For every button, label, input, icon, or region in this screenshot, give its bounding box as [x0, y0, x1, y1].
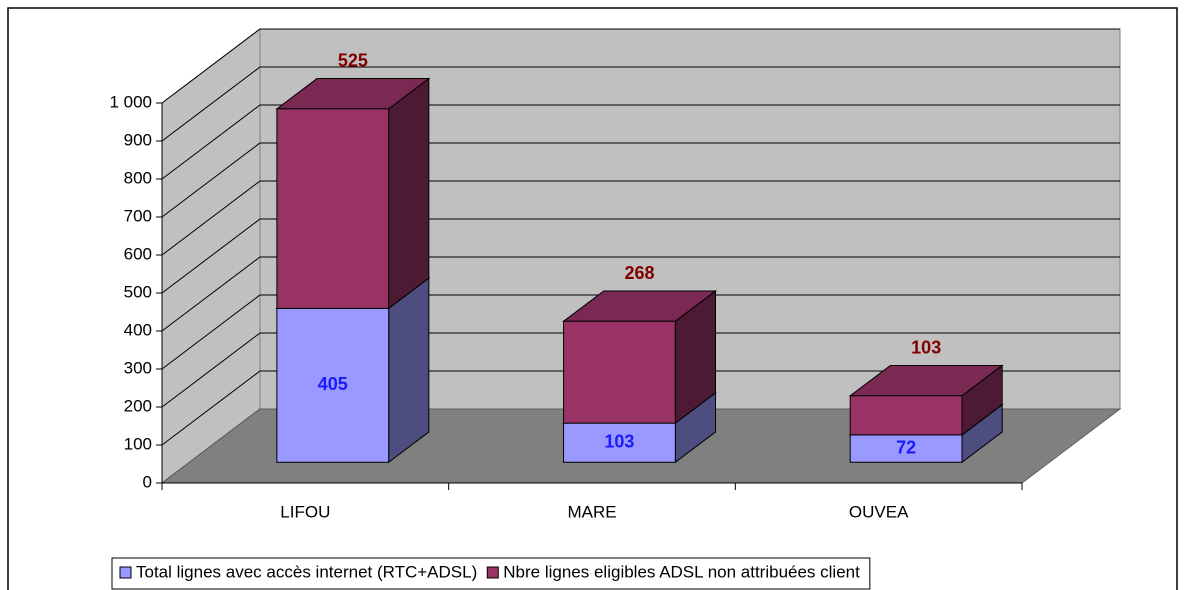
value-label: 103: [911, 337, 941, 357]
y-tick-label: 300: [124, 358, 152, 377]
x-tick-label: LIFOU: [280, 502, 330, 521]
y-tick-label: 400: [124, 320, 152, 339]
grid-line: [161, 104, 1120, 180]
value-label: 405: [318, 374, 348, 394]
x-tick-label: OUVEA: [849, 502, 909, 521]
legend-swatch: [486, 566, 499, 579]
bar: [849, 395, 963, 436]
y-tick-label: 1 000: [109, 92, 152, 111]
grid-line: [161, 370, 1120, 446]
chart-border: [7, 7, 1178, 590]
legend-label: Nbre lignes eligibles ADSL non attribuée…: [503, 562, 860, 581]
value-label: 72: [896, 437, 916, 457]
legend-label: Total lignes avec accès internet (RTC+AD…: [136, 562, 477, 581]
y-tick-label: 200: [124, 396, 152, 415]
grid-line: [161, 66, 1120, 142]
y-tick-label: 900: [124, 130, 152, 149]
grid-line: [161, 180, 1120, 256]
grid-line: [161, 294, 1120, 370]
x-tick-label: MARE: [567, 502, 616, 521]
bar-segment: [562, 289, 718, 425]
y-tick-label: 0: [143, 472, 152, 491]
bar-side: [388, 277, 430, 464]
grid-line: [161, 256, 1120, 332]
value-label: 268: [625, 263, 655, 283]
bar-segment: [275, 77, 431, 310]
y-tick-label: 800: [124, 168, 152, 187]
grid-line: [161, 332, 1120, 408]
grid-line: [161, 142, 1120, 218]
y-tick-label: 600: [124, 244, 152, 263]
y-tick-label: 100: [124, 434, 152, 453]
bar-segment: [848, 364, 1004, 436]
grid-line: [161, 218, 1120, 294]
grid-line: [161, 28, 1120, 104]
legend-swatch: [119, 566, 132, 579]
bar: [276, 108, 390, 309]
value-label: 525: [338, 50, 368, 70]
y-tick-label: 700: [124, 206, 152, 225]
bar: [563, 320, 676, 424]
bar-side: [388, 77, 430, 310]
y-tick-label: 500: [124, 282, 152, 301]
legend: Total lignes avec accès internet (RTC+AD…: [111, 557, 871, 590]
value-label: 103: [604, 431, 634, 451]
